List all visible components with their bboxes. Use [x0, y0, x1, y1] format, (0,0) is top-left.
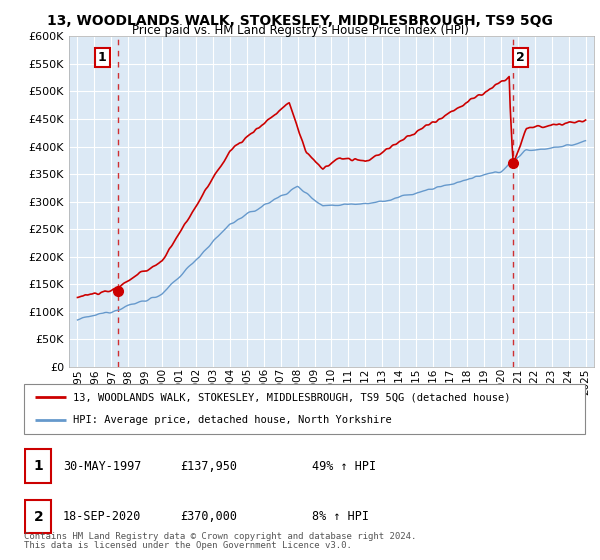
FancyBboxPatch shape [25, 449, 52, 483]
Text: 13, WOODLANDS WALK, STOKESLEY, MIDDLESBROUGH, TS9 5QG: 13, WOODLANDS WALK, STOKESLEY, MIDDLESBR… [47, 14, 553, 28]
FancyBboxPatch shape [24, 384, 585, 434]
Text: HPI: Average price, detached house, North Yorkshire: HPI: Average price, detached house, Nort… [73, 416, 392, 426]
Text: This data is licensed under the Open Government Licence v3.0.: This data is licensed under the Open Gov… [24, 541, 352, 550]
FancyBboxPatch shape [25, 500, 52, 533]
Text: 1: 1 [98, 51, 107, 64]
Text: 1: 1 [34, 459, 43, 473]
Text: Price paid vs. HM Land Registry's House Price Index (HPI): Price paid vs. HM Land Registry's House … [131, 24, 469, 37]
Text: £137,950: £137,950 [180, 460, 237, 473]
Text: 49% ↑ HPI: 49% ↑ HPI [312, 460, 376, 473]
Text: 2: 2 [517, 51, 525, 64]
Text: 18-SEP-2020: 18-SEP-2020 [63, 510, 142, 523]
Text: 8% ↑ HPI: 8% ↑ HPI [312, 510, 369, 523]
Text: 2: 2 [34, 510, 43, 524]
Text: Contains HM Land Registry data © Crown copyright and database right 2024.: Contains HM Land Registry data © Crown c… [24, 532, 416, 541]
Text: 30-MAY-1997: 30-MAY-1997 [63, 460, 142, 473]
Text: £370,000: £370,000 [180, 510, 237, 523]
Text: 13, WOODLANDS WALK, STOKESLEY, MIDDLESBROUGH, TS9 5QG (detached house): 13, WOODLANDS WALK, STOKESLEY, MIDDLESBR… [73, 392, 511, 402]
